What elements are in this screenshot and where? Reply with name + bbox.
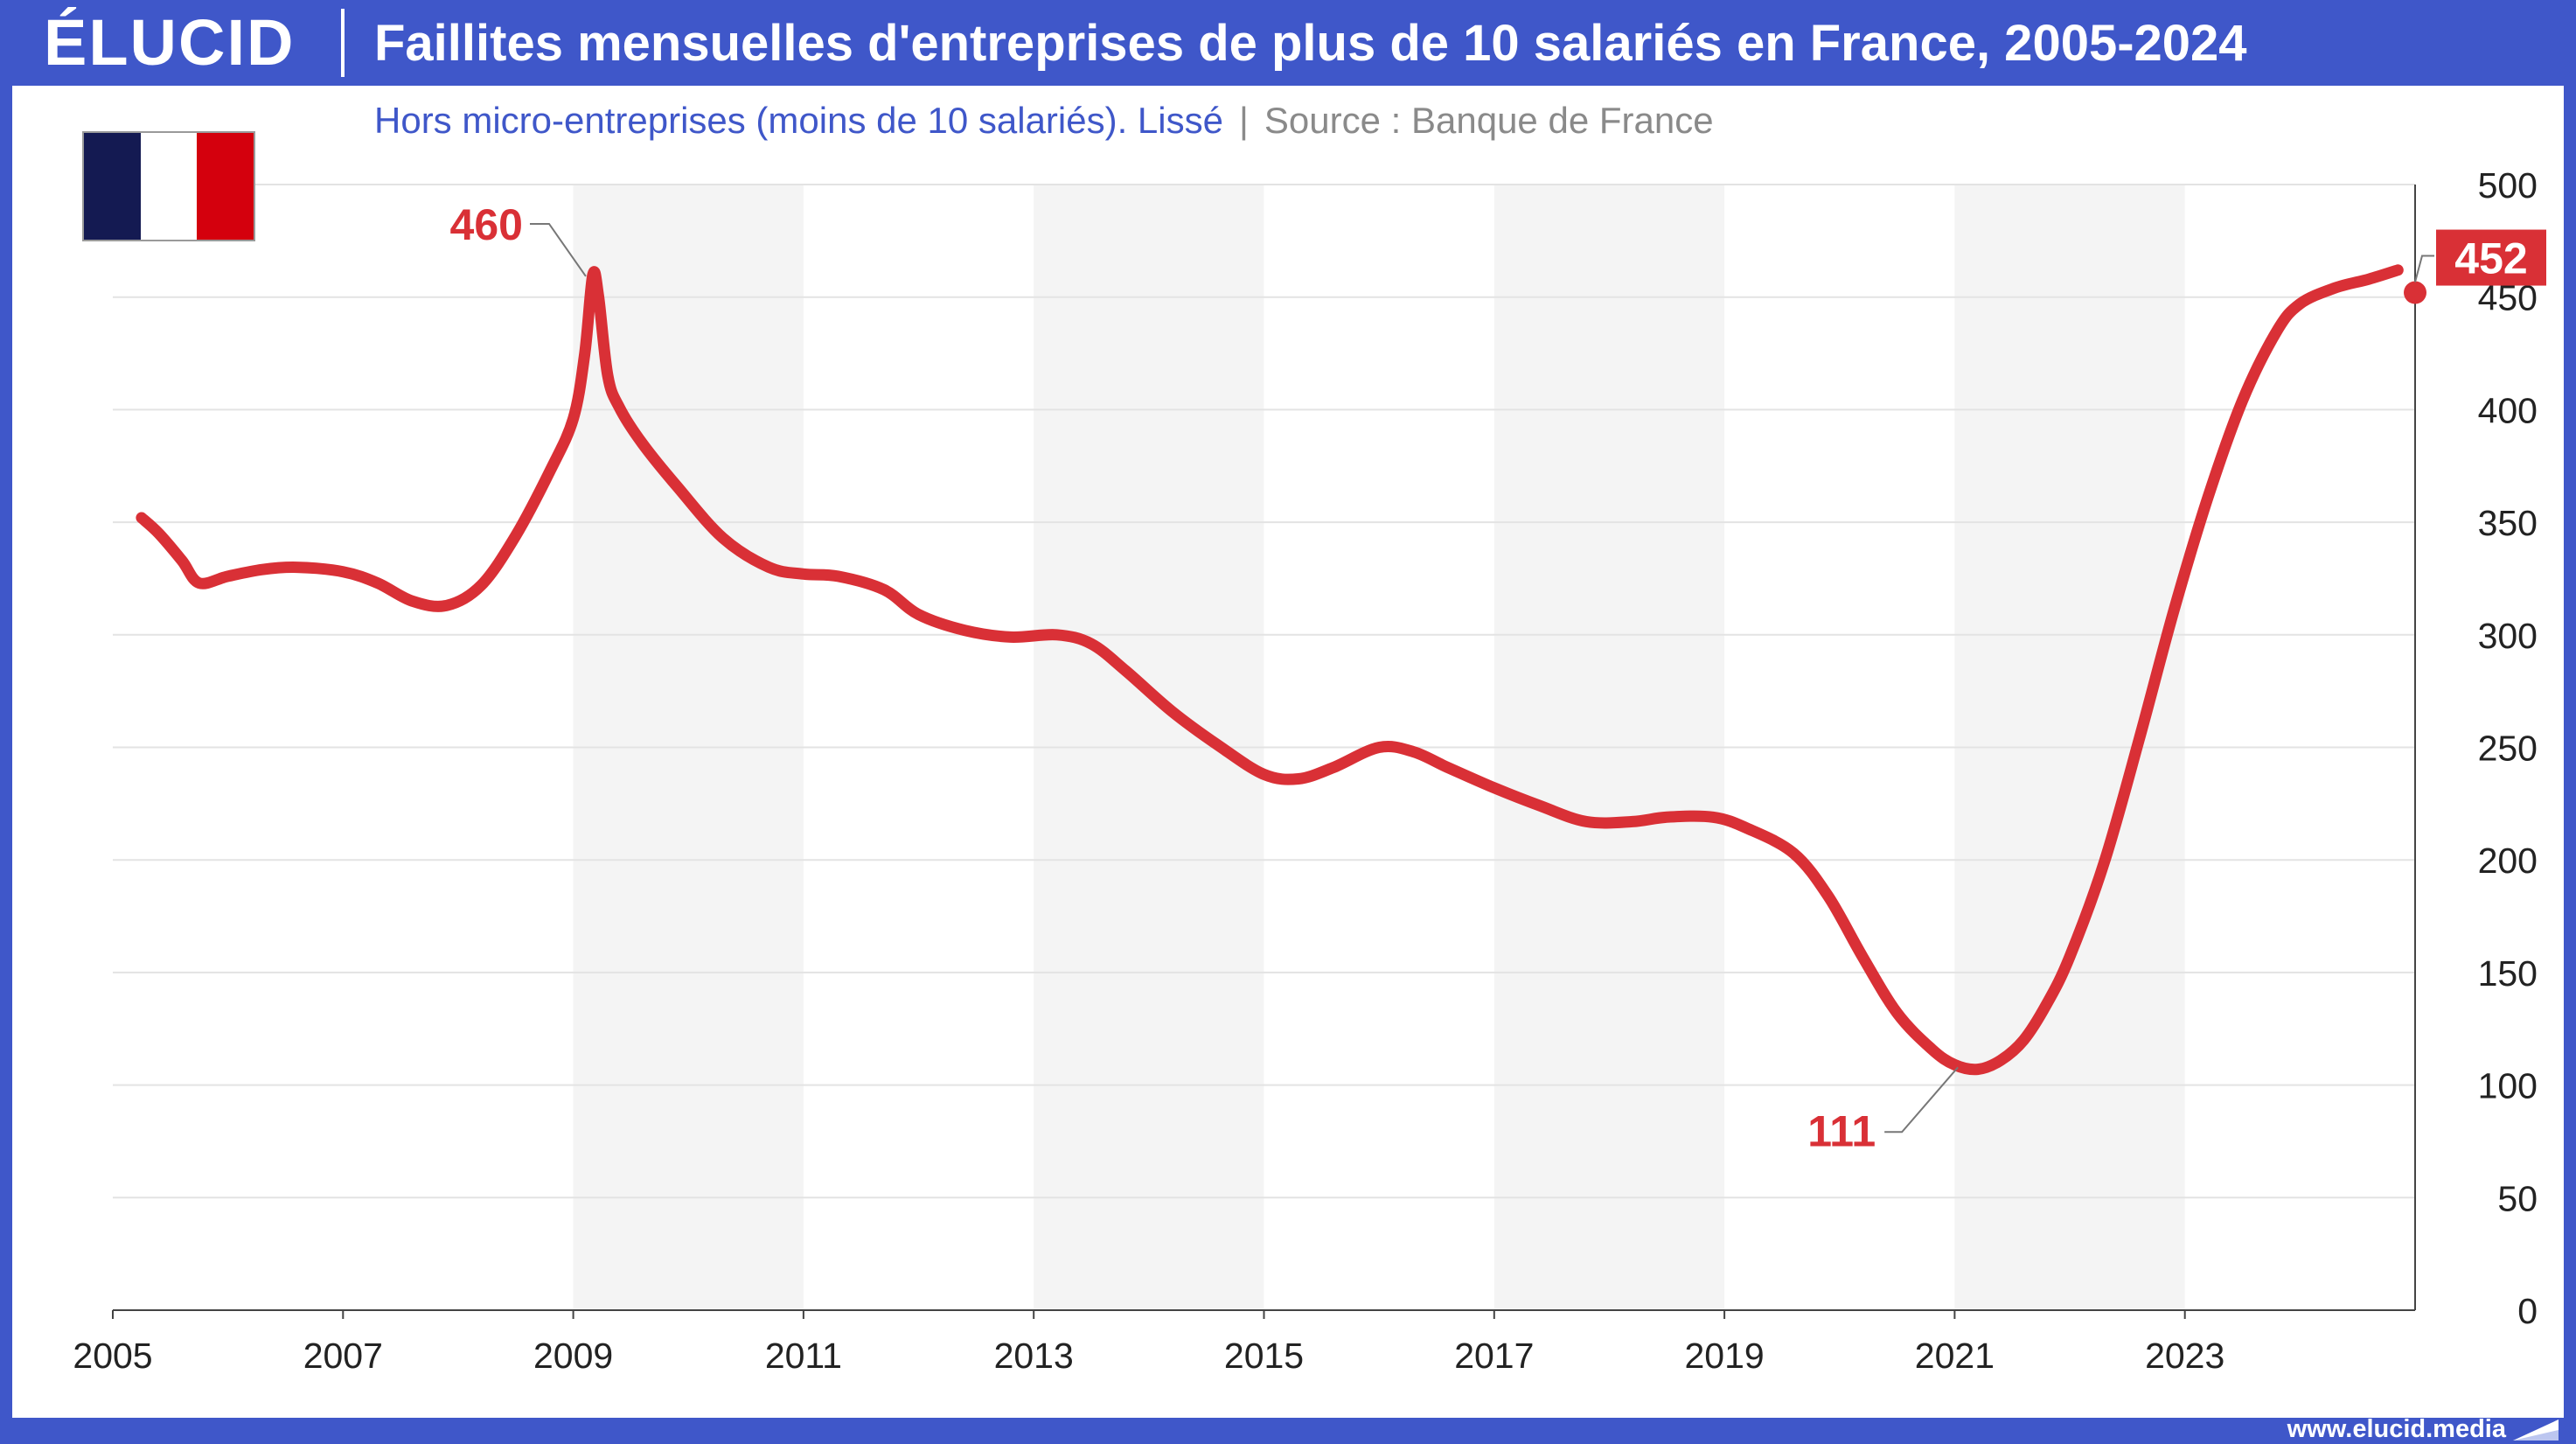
x-tick-label: 2019 (1684, 1336, 1764, 1376)
flag-white-stripe (140, 133, 198, 240)
annotation-label-peak: 460 (450, 200, 523, 249)
flag-blue-stripe (84, 133, 141, 240)
last-value-badge (2436, 229, 2546, 286)
france-flag-icon (82, 131, 255, 241)
chart-title: Faillites mensuelles d'entreprises de pl… (374, 15, 2247, 72)
x-tick-label: 2009 (533, 1336, 613, 1376)
y-tick-label: 100 (2478, 1066, 2538, 1106)
y-tick-label: 250 (2478, 729, 2538, 769)
annotation-leader (1884, 1066, 1959, 1134)
y-tick-label: 350 (2478, 503, 2538, 543)
y-tick-label: 400 (2478, 390, 2538, 430)
x-tick-label: 2013 (994, 1336, 1074, 1376)
annotation-label-trough: 111 (1807, 1106, 1876, 1155)
header-bar: ÉLUCID Faillites mensuelles d'entreprise… (0, 0, 2576, 86)
elucid-mark-icon (2513, 1420, 2559, 1441)
x-tick-label: 2021 (1915, 1336, 1995, 1376)
footer-url: www.elucid.media (2287, 1415, 2506, 1443)
chart-panel: 2005 2007 2009 2011 2013 2015 2017 2019 2021 2023… (12, 86, 2564, 1418)
annotation-leader (2414, 255, 2434, 283)
y-tick-label: 50 (2497, 1178, 2538, 1218)
x-tick-label: 2005 (73, 1336, 152, 1376)
y-tick-label: 200 (2478, 841, 2538, 881)
x-tick-label: 2023 (2145, 1336, 2224, 1376)
last-value-marker (2404, 281, 2426, 304)
chart-subtitle: Hors micro-entreprises (moins de 10 sala… (374, 93, 1714, 149)
subtitle-text: Hors micro-entreprises (moins de 10 sala… (374, 100, 1223, 141)
series-line (136, 264, 2404, 1076)
y-tick-label: 0 (2517, 1291, 2538, 1331)
y-tick-label: 500 (2478, 165, 2538, 206)
annotation-leader (529, 222, 587, 277)
flag-red-stripe (197, 133, 254, 240)
subtitle-separator: | (1238, 100, 1249, 141)
source-text: Source : Banque de France (1264, 100, 1714, 141)
elucid-logo: ÉLUCID (44, 6, 296, 79)
x-tick-label: 2015 (1224, 1336, 1304, 1376)
x-tick-label: 2017 (1454, 1336, 1534, 1376)
header-divider (341, 9, 345, 77)
x-tick-label: 2007 (303, 1336, 383, 1376)
y-tick-label: 300 (2478, 616, 2538, 656)
y-tick-label: 150 (2478, 953, 2538, 994)
chart-svg: 2005 2007 2009 2011 2013 2015 2017 2019 2021 2023… (73, 165, 2546, 1376)
x-tick-label: 2011 (765, 1336, 842, 1376)
last-value-label: 452 (2454, 234, 2527, 283)
